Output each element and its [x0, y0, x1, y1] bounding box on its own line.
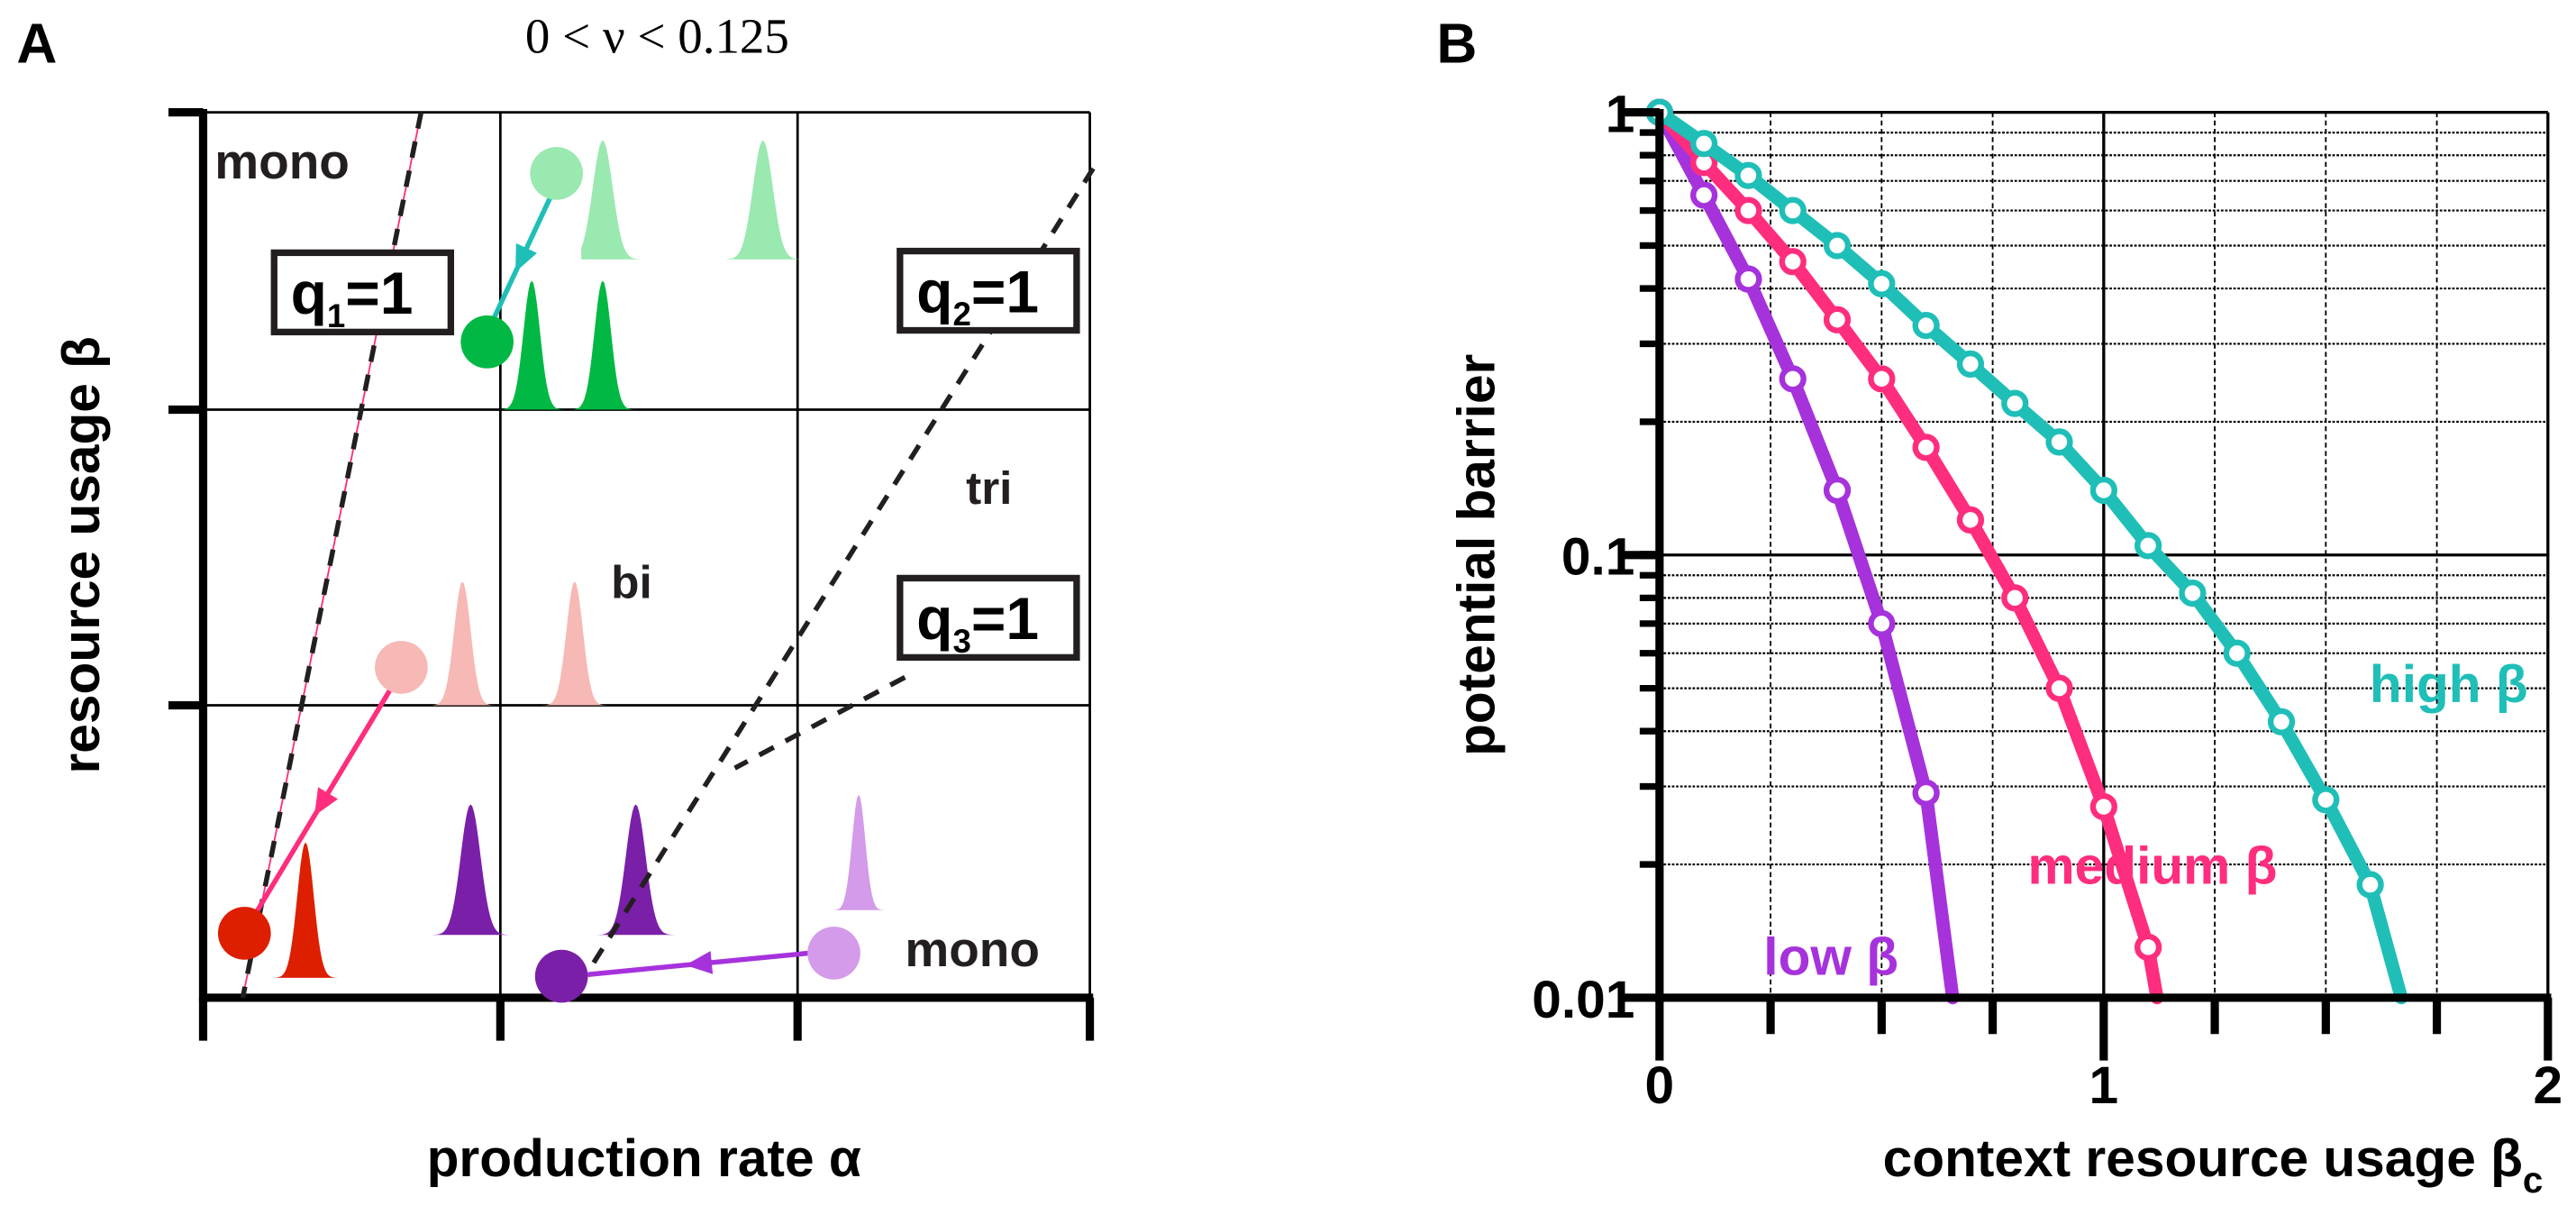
data-point [1690, 181, 1718, 209]
panel-b-xlabel: context resource usage βc [1883, 1129, 2544, 1201]
q1-q: q [291, 260, 327, 326]
circle-light-pink [375, 641, 428, 694]
data-point [2135, 933, 2162, 962]
data-point [1779, 196, 1807, 224]
data-point [1912, 779, 1940, 807]
q1-sub: 1 [327, 297, 345, 334]
circle-light-purple [807, 927, 860, 980]
series-line [1652, 105, 1960, 1005]
data-point [1823, 476, 1852, 505]
q1-label-box: q1=1 [270, 249, 455, 336]
circle-green [460, 315, 514, 369]
panel-a-title: 0 < ν < 0.125 [525, 9, 789, 64]
panel-a: A 0 < ν < 0.125 mono bi tri mono q1=1 q2… [16, 9, 1096, 1188]
x-tick-label: 1 [2089, 1056, 2119, 1115]
circle-red [217, 907, 271, 960]
data-point [1734, 265, 1762, 293]
q2-q: q [916, 258, 952, 324]
data-point [1912, 434, 1940, 461]
peak-light-purple [718, 794, 1007, 910]
q3-label-box: q3=1 [897, 574, 1080, 662]
data-point [1823, 306, 1852, 333]
series-label-high: high β [2370, 655, 2528, 714]
circle-dark-purple [534, 949, 588, 1003]
peak-light-green [581, 140, 813, 260]
peak-light-pink [432, 581, 612, 706]
panel-b-axes [1618, 108, 2553, 1061]
svg-text:q1=1: q1=1 [291, 260, 414, 334]
data-point [2089, 792, 2117, 821]
series-label-low: low β [1763, 927, 1898, 986]
q3-q: q [916, 585, 952, 652]
boundary-lines [240, 112, 1096, 999]
x-tick-label: 2 [2534, 1056, 2563, 1115]
panel-b-ylabel: potential barrier [1448, 354, 1506, 756]
y-tick-label: 0.01 [1532, 971, 1634, 1029]
circle-light-green [530, 147, 583, 200]
region-mono-top: mono [214, 133, 350, 189]
data-point [2045, 674, 2073, 702]
panel-b-series [1645, 98, 2408, 1005]
panel-b-label: B [1436, 14, 1477, 76]
q1-eq: =1 [345, 260, 413, 326]
y-tick-label: 0.1 [1561, 528, 1634, 587]
q2-eq: =1 [971, 258, 1039, 324]
q2-label-box: q2=1 [897, 247, 1080, 334]
svg-text:q2=1: q2=1 [916, 258, 1039, 333]
data-point [1868, 269, 1896, 297]
distribution-peaks [272, 140, 1007, 978]
data-point [2045, 428, 2073, 456]
data-point [1868, 609, 1896, 637]
panel-a-xlabel: production rate α [427, 1129, 861, 1188]
data-point [1956, 506, 1985, 534]
data-point [2312, 786, 2340, 814]
transition-arrows [217, 147, 860, 1003]
x-tick-label: 0 [1645, 1056, 1675, 1115]
region-bi: bi [611, 556, 652, 607]
data-point [2135, 532, 2162, 560]
region-mono-bottom: mono [905, 921, 1040, 977]
arrowhead-icon [314, 787, 339, 817]
data-point [2223, 639, 2251, 667]
series-label-medium: medium β [2028, 836, 2278, 895]
peak-red [272, 842, 364, 978]
data-point [1823, 232, 1852, 260]
peak-dark-purple [421, 804, 678, 936]
q3-eq: =1 [971, 585, 1039, 652]
data-point [2179, 579, 2207, 607]
panel-a-ylabel: resource usage β [52, 336, 111, 773]
q2-sub: 2 [952, 296, 970, 333]
svg-text:q3=1: q3=1 [916, 585, 1039, 660]
arrowhead-icon [685, 951, 714, 974]
panel-b: B 1 0.1 0.01 0 1 2 context resource usag… [1436, 14, 2562, 1201]
panel-a-grid [168, 108, 1095, 1041]
data-point [2001, 584, 2029, 612]
data-point [1690, 130, 1718, 158]
data-point [1956, 350, 1985, 379]
data-point [2001, 389, 2029, 417]
arrowhead-icon [515, 242, 538, 272]
region-tri: tri [966, 462, 1012, 514]
peak-green [478, 280, 661, 410]
data-point [1912, 311, 1940, 340]
data-point [1779, 365, 1807, 393]
q3-sub: 3 [952, 623, 970, 660]
y-tick-label: 1 [1606, 86, 1635, 144]
data-point [2089, 476, 2117, 505]
data-point [1734, 161, 1762, 189]
q3-boundary-line [733, 674, 906, 771]
data-point [1868, 365, 1896, 393]
data-point [1734, 196, 1762, 224]
data-point [2356, 871, 2384, 899]
panel-a-label: A [16, 14, 57, 76]
data-point [1779, 248, 1807, 276]
data-point [2267, 708, 2296, 735]
